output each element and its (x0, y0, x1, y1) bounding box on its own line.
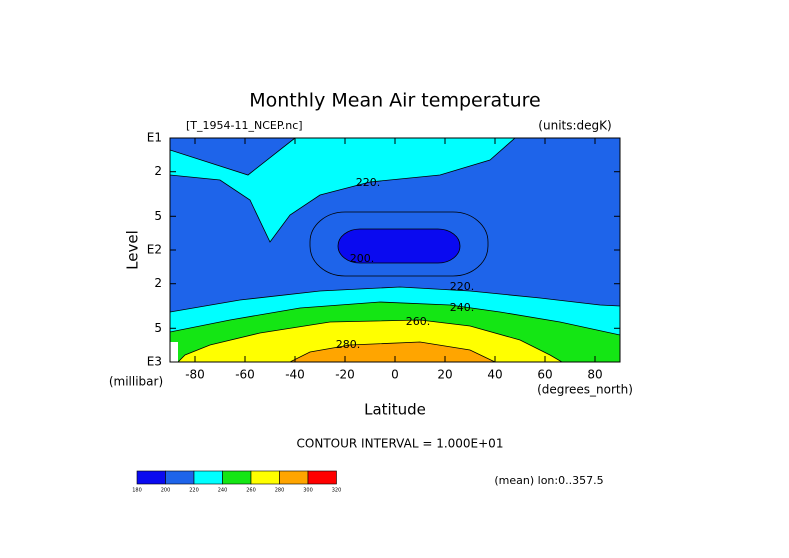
y-tick-label: 2 (154, 276, 162, 290)
colorbar-box (279, 470, 309, 485)
colorbar-label: 300 (303, 488, 313, 494)
y-tick-label: 5 (154, 209, 162, 223)
y-tick-label: E1 (147, 131, 162, 145)
x-tick-label: -20 (335, 368, 355, 382)
contour-band (170, 138, 516, 243)
x-tick-label: -40 (285, 368, 305, 382)
y-tick-label: 5 (154, 321, 162, 335)
colorbar-label: 200 (161, 488, 171, 494)
contour-band (337, 228, 461, 264)
x-tick-label: 0 (391, 368, 399, 382)
missing-data (170, 342, 178, 362)
x-tick-label: -80 (185, 368, 205, 382)
colorbar-box (193, 470, 223, 485)
contour-label: 240. (450, 301, 475, 314)
colorbar-box (250, 470, 280, 485)
chart-title: Monthly Mean Air temperature (249, 90, 540, 112)
contour-label: 280. (336, 338, 361, 351)
colorbar-label: 240 (218, 488, 228, 494)
contour-interval: CONTOUR INTERVAL = 1.000E+01 (297, 437, 504, 451)
y-axis-label: Level (124, 230, 142, 270)
colorbar-label: 260 (246, 488, 256, 494)
contour-fill (170, 138, 620, 362)
x-tick-label: -60 (235, 368, 255, 382)
y-tick-label: 2 (154, 164, 162, 178)
y-tick-label: E3 (147, 355, 162, 369)
contour-label: 260. (406, 315, 431, 328)
colorbar-label: 320 (332, 488, 342, 494)
colorbar-label: 220 (189, 488, 199, 494)
colorbar-box (165, 470, 195, 485)
colorbar-label: 180 (132, 488, 142, 494)
colorbar-box (307, 470, 337, 485)
colorbar-label: 280 (275, 488, 285, 494)
contour-label: 200. (350, 252, 375, 265)
x-tick-label: 80 (587, 368, 602, 382)
y-units: (millibar) (109, 375, 163, 389)
contour-label: 220. (450, 280, 475, 293)
y-tick-label: E2 (147, 243, 162, 257)
contour-label: 220. (356, 176, 381, 189)
contour-line (309, 211, 489, 277)
x-tick-label: 40 (487, 368, 502, 382)
x-units: (degrees_north) (537, 383, 633, 397)
colorbar-box (136, 470, 166, 485)
colorbar-box (222, 470, 252, 485)
x-tick-label: 60 (537, 368, 552, 382)
contour-band (289, 341, 496, 362)
units-label: (units:degK) (538, 119, 611, 133)
x-axis-label: Latitude (364, 401, 426, 419)
source-label: [T_1954-11_NCEP.nc] (186, 119, 303, 132)
note: (mean) lon:0..357.5 (494, 474, 603, 487)
x-tick-label: 20 (437, 368, 452, 382)
